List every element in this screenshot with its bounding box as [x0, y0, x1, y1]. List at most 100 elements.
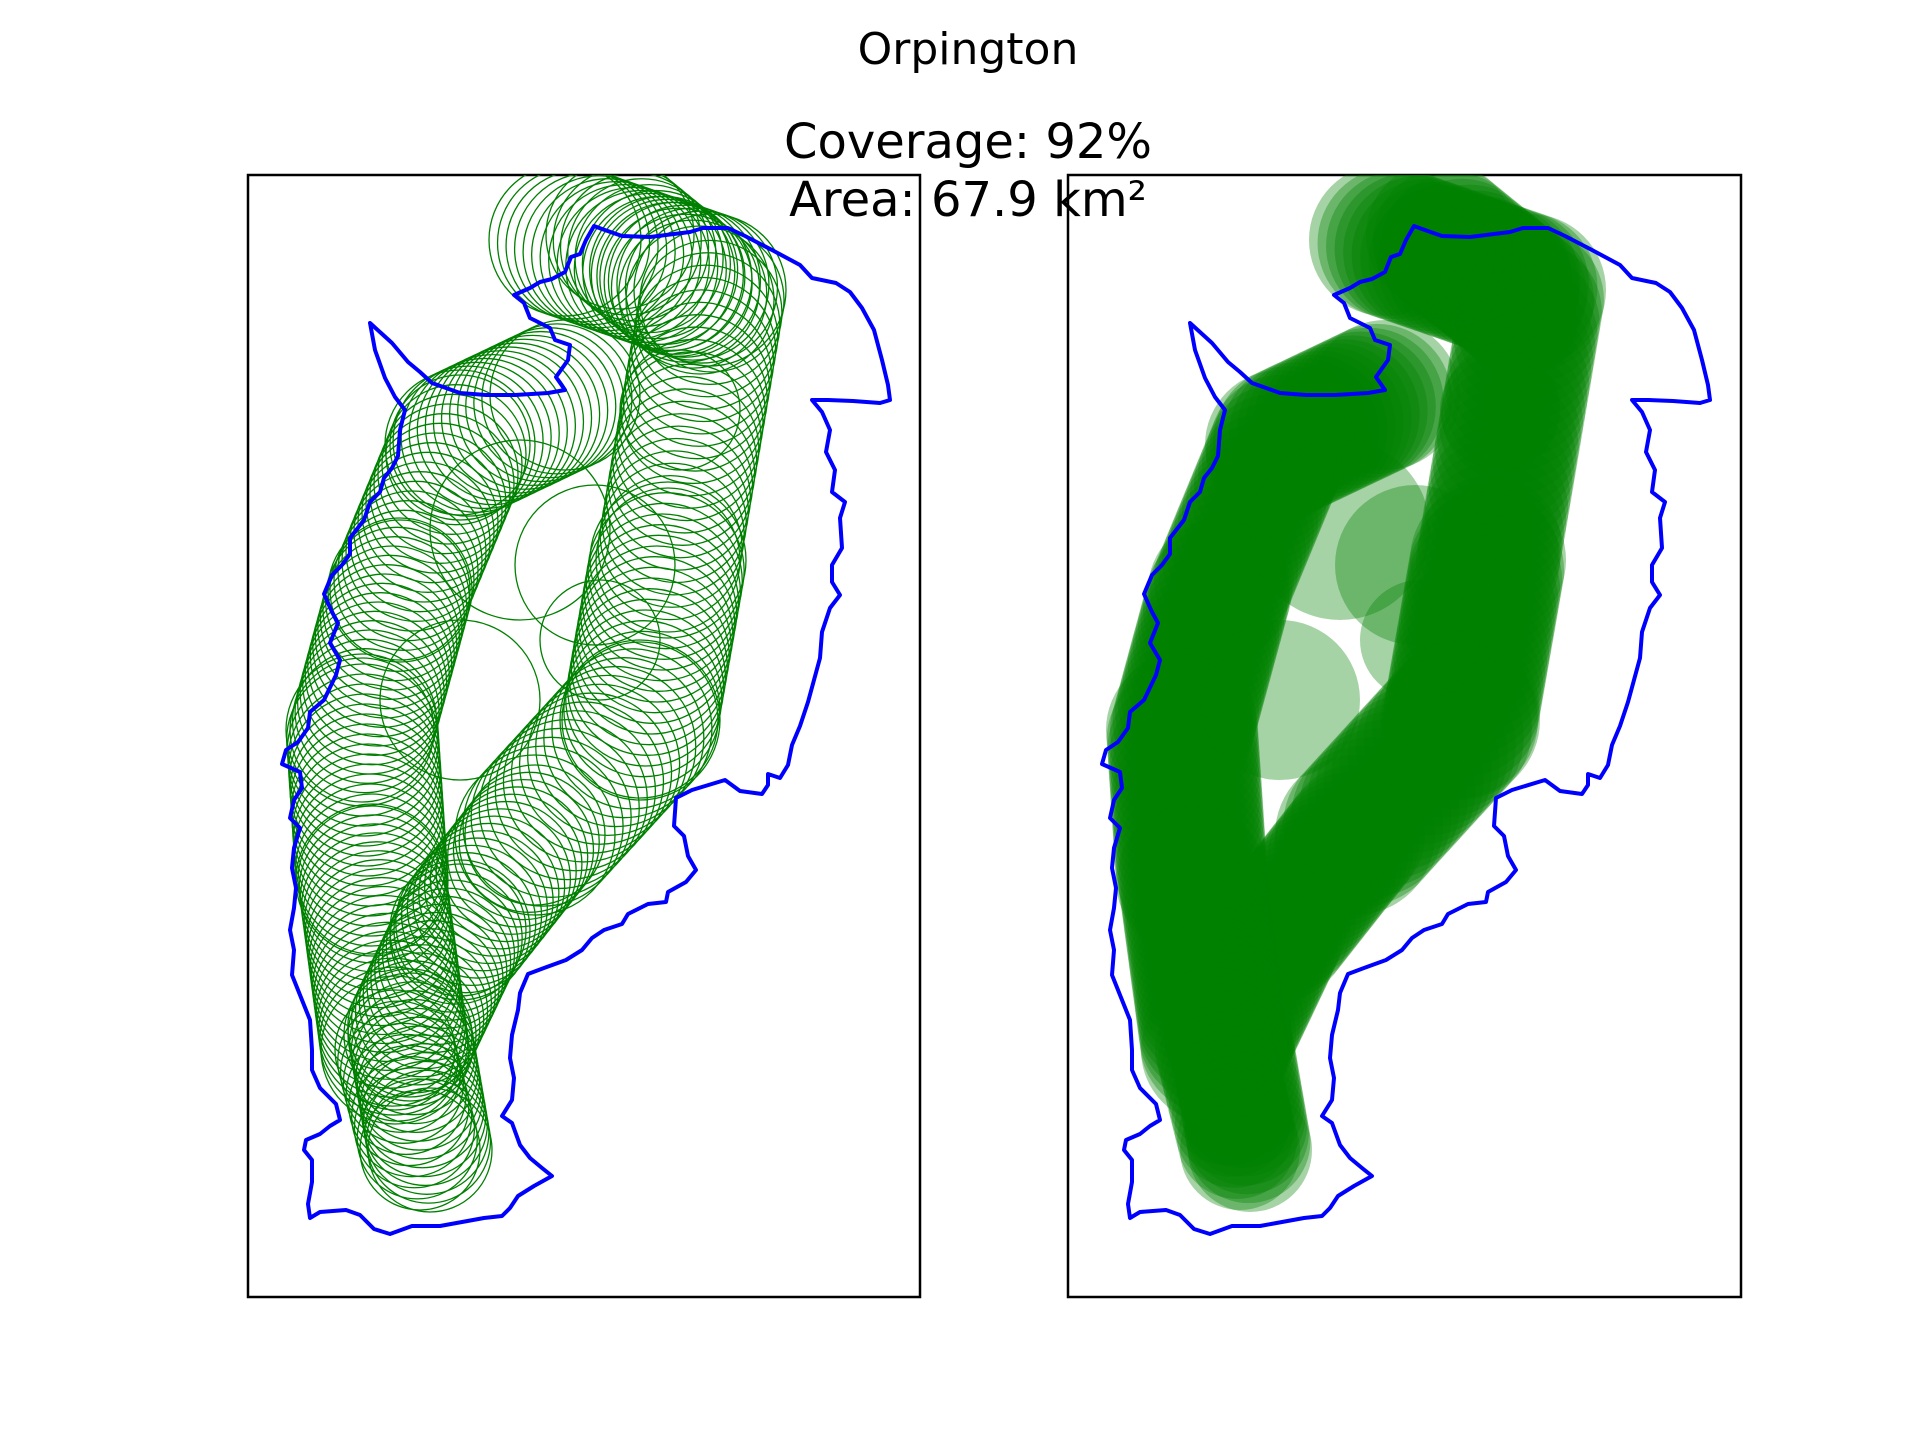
coverage-disc: [1396, 556, 1553, 713]
coverage-disc: [1122, 611, 1267, 756]
coverage-disc: [1283, 746, 1444, 907]
coverage-disc: [1424, 438, 1569, 583]
coverage-circle: [578, 545, 736, 703]
coverage-disc: [1428, 413, 1573, 558]
coverage-disc: [1460, 228, 1604, 372]
coverage-disc: [1214, 864, 1346, 996]
coverage-disc: [1426, 426, 1571, 571]
coverage-disc: [1446, 226, 1594, 374]
coverage-disc: [1385, 620, 1542, 777]
coverage-circle: [574, 183, 724, 334]
coverage-circle: [610, 400, 756, 546]
coverage-circle: [574, 566, 732, 724]
coverage-disc: [1175, 944, 1308, 1077]
coverage-disc: [1170, 471, 1310, 612]
coverage-circle: [452, 778, 595, 921]
coverage-disc: [1301, 323, 1452, 474]
coverage-disc: [1445, 314, 1590, 459]
coverage-disc: [1158, 500, 1298, 641]
coverage-disc: [1121, 832, 1270, 981]
coverage-disc: [1130, 583, 1275, 728]
coverage-disc: [1269, 339, 1420, 490]
coverage-circle: [329, 519, 471, 661]
coverage-circle: [429, 439, 611, 621]
coverage-disc: [1116, 804, 1268, 956]
coverage-circle: [457, 334, 609, 487]
coverage-disc: [1150, 520, 1290, 660]
coverage-circle: [470, 736, 632, 898]
coverage-disc: [1430, 401, 1575, 546]
coverage-disc: [1455, 252, 1600, 397]
coverage-circle: [510, 692, 673, 854]
coverage-disc: [1428, 205, 1581, 358]
constituency-boundary: [280, 224, 892, 1236]
coverage-disc: [1202, 394, 1342, 535]
coverage-circle: [570, 588, 728, 746]
coverage-disc: [1198, 404, 1338, 544]
coverage-disc: [1447, 302, 1592, 447]
coverage-circle: [447, 786, 589, 928]
coverage-disc: [1171, 952, 1304, 1085]
coverage-disc: [1293, 327, 1444, 478]
panel-frame: [1066, 173, 1743, 1299]
coverage-circle: [620, 338, 766, 485]
coverage-circle: [359, 1089, 481, 1211]
coverage-circle: [514, 484, 676, 646]
coverage-disc: [1387, 610, 1544, 766]
coverage-disc: [1213, 366, 1364, 517]
coverage-disc: [1157, 1001, 1278, 1122]
coverage-circle: [588, 195, 739, 346]
coverage-disc: [1127, 592, 1272, 737]
coverage-disc: [1119, 814, 1268, 963]
coverage-disc: [1363, 657, 1524, 818]
coverage-circle: [416, 353, 568, 506]
coverage-circle: [607, 413, 754, 559]
coverage-circle: [556, 186, 710, 341]
panel-outline-view: [246, 173, 922, 1299]
coverage-disc: [1261, 794, 1402, 935]
coverage-circle: [496, 175, 651, 320]
coverage-disc: [1108, 684, 1260, 836]
coverage-disc: [1360, 580, 1480, 700]
coverage-circle: [345, 1033, 467, 1156]
coverage-disc: [1408, 492, 1565, 649]
coverage-disc: [1400, 535, 1557, 692]
coverage-circle: [595, 487, 741, 633]
coverage-disc: [1186, 1079, 1311, 1204]
coverage-disc: [1244, 816, 1385, 957]
coverage-circle: [563, 630, 721, 788]
coverage-disc: [1112, 648, 1257, 793]
coverage-disc: [1130, 895, 1279, 1044]
area-label: Area: 67.9 km²: [789, 172, 1147, 228]
coverage-disc: [1406, 503, 1563, 660]
coverage-disc: [1172, 999, 1297, 1124]
coverage-disc: [1253, 346, 1404, 497]
coverage-circle: [333, 509, 475, 651]
coverage-disc: [1451, 277, 1596, 422]
coverage-disc: [1138, 958, 1287, 1107]
coverage-circle: [379, 619, 541, 781]
coverage-circle: [389, 871, 523, 1005]
coverage-disc: [1140, 546, 1285, 690]
coverage-circle: [365, 1078, 492, 1204]
coverage-disc: [1431, 214, 1580, 363]
coverage-disc: [1118, 806, 1266, 954]
coverage-disc: [1139, 967, 1288, 1116]
constituency-boundary: [1100, 224, 1712, 1236]
coverage-disc: [1323, 701, 1484, 862]
coverage-disc: [1256, 801, 1397, 942]
coverage-disc: [1148, 518, 1292, 662]
coverage-disc: [1351, 178, 1504, 331]
coverage-circle: [357, 451, 499, 593]
coverage-circle: [342, 1022, 464, 1144]
coverage-disc: [1382, 642, 1538, 798]
coverage-disc: [1114, 774, 1266, 926]
coverage-disc: [1115, 794, 1268, 946]
coverage-disc: [1127, 877, 1276, 1026]
coverage-disc: [1368, 184, 1521, 337]
coverage-disc: [1420, 463, 1565, 608]
coverage-disc: [1366, 175, 1514, 309]
coverage-disc: [1440, 350, 1560, 470]
coverage-disc: [1131, 904, 1280, 1053]
coverage-circle: [619, 349, 741, 471]
